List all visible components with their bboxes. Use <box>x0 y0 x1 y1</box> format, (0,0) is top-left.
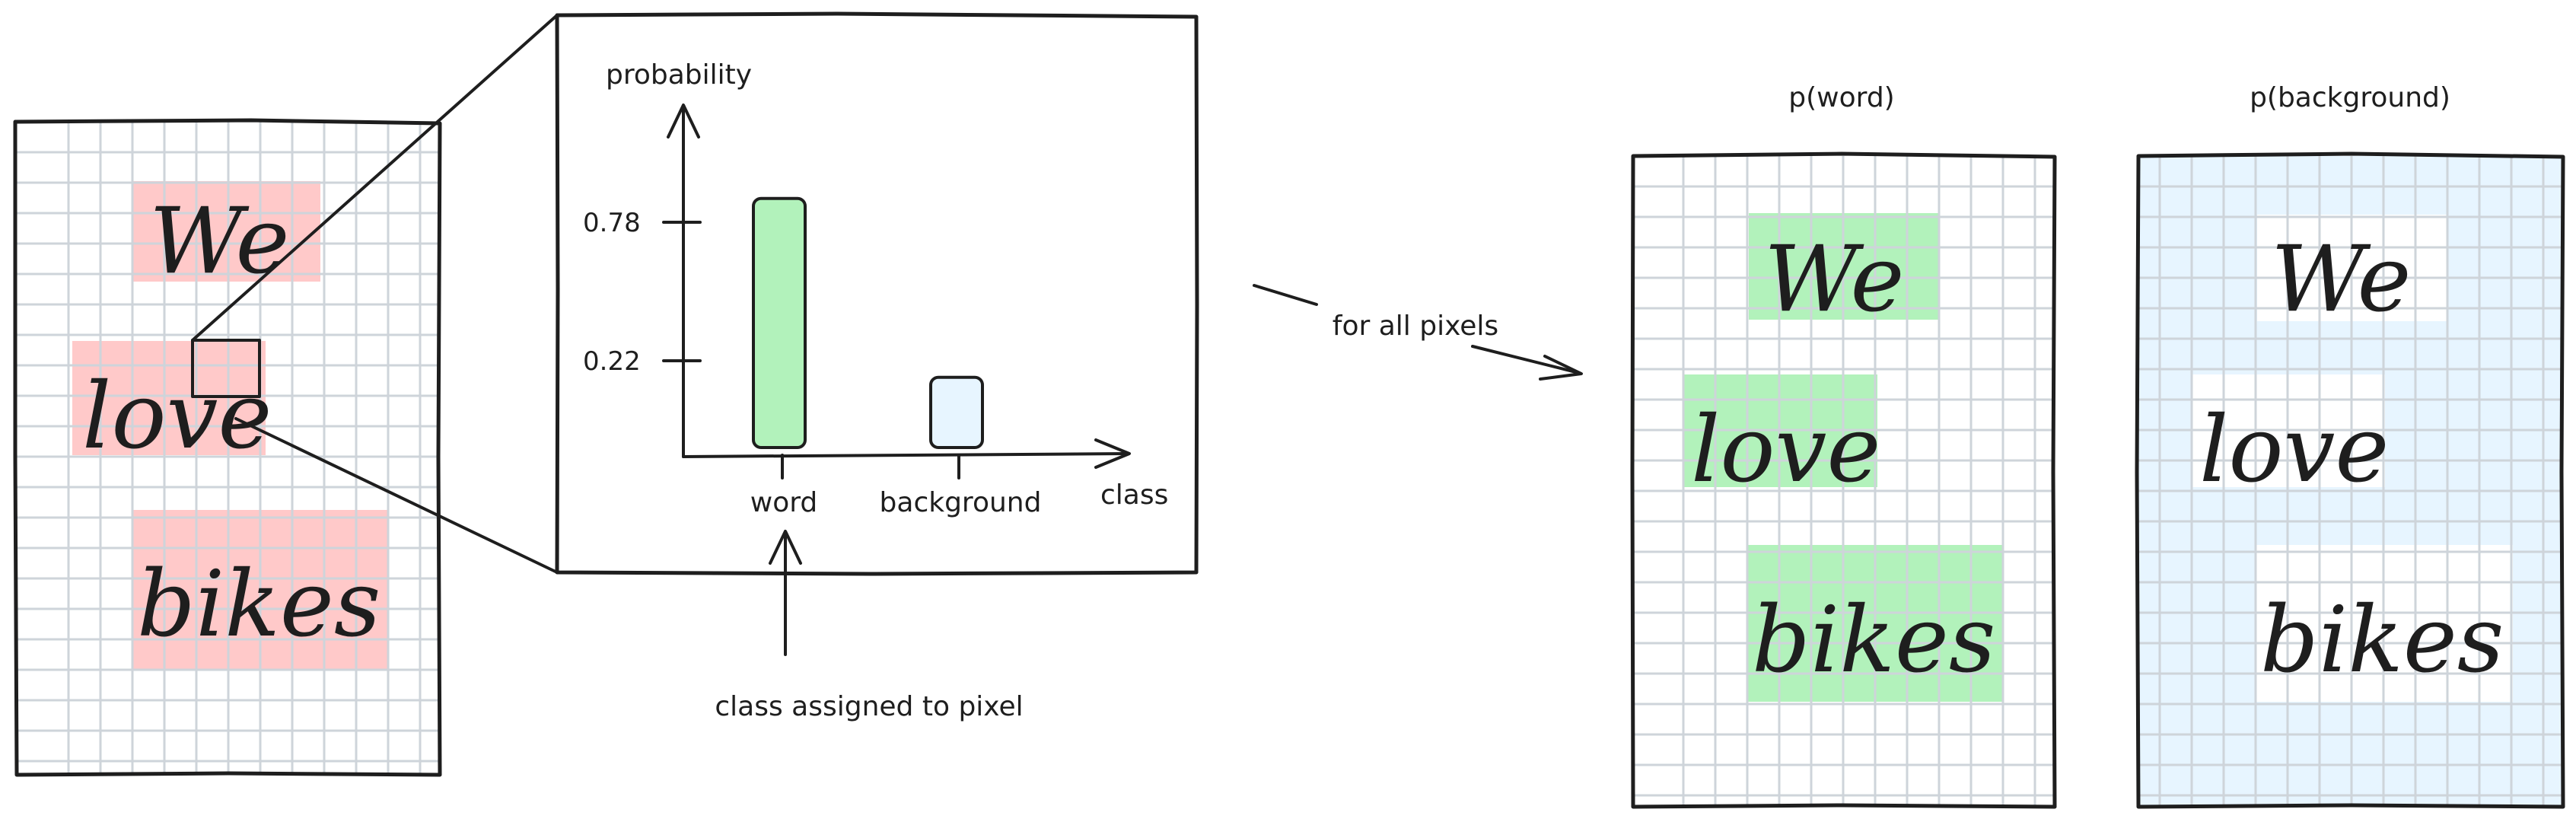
chart-panel: probability class 0.78 0.22 word backgro… <box>555 11 1199 576</box>
word-map-grid <box>1633 156 2055 807</box>
for-all-pixels-label: for all pixels <box>1333 311 1498 342</box>
y-axis-label: probability <box>606 59 752 91</box>
word-map-word-bikes: bikes <box>1752 588 1996 693</box>
background-map-word-bikes: bikes <box>2260 588 2504 693</box>
for-all-pixels-arrow-shaft <box>1471 345 1581 374</box>
x-axis-label: class <box>1100 480 1168 511</box>
background-map-title: p(background) <box>2250 82 2450 113</box>
class-assigned-label: class assigned to pixel <box>715 691 1023 722</box>
y-tick-label-0.22: 0.22 <box>583 346 641 377</box>
input-word-bikes: bikes <box>137 552 381 658</box>
word-probability-map: p(word) We love bikes <box>1630 82 2057 809</box>
word-map-frame <box>1630 151 2057 809</box>
input-word-we: We <box>149 189 290 295</box>
x-axis <box>682 452 1129 458</box>
word-map-word-love: love <box>1691 397 1880 503</box>
chart-panel-frame <box>555 11 1199 576</box>
y-axis-arrowhead <box>667 104 700 139</box>
for-all-pixels-arrowhead <box>1539 355 1583 381</box>
background-probability-map: p(background) We love bikes <box>2135 82 2565 809</box>
assigned-class-arrowhead <box>769 530 802 565</box>
word-map-word-we: We <box>1764 227 1905 333</box>
bar-word <box>752 196 807 449</box>
bar-background <box>929 375 984 450</box>
input-image-frame <box>13 118 442 777</box>
background-map-word-we: We <box>2271 227 2412 333</box>
selected-pixel <box>191 339 261 398</box>
zoom-line-top <box>191 14 559 342</box>
background-map-grid <box>2138 156 2563 807</box>
category-label-background: background <box>880 487 1042 518</box>
y-tick-label-0.78: 0.78 <box>583 208 641 238</box>
background-map-word-love: love <box>2199 397 2389 503</box>
word-map-title: p(word) <box>1788 82 1894 113</box>
background-map-frame <box>2135 151 2565 809</box>
input-image-panel: We love bikes <box>13 118 442 777</box>
for-all-pixels-arrow-tail <box>1253 284 1318 306</box>
input-word-love: love <box>82 364 272 470</box>
x-axis-arrowhead <box>1094 438 1131 469</box>
category-label-word: word <box>750 487 818 518</box>
zoom-line-bottom <box>234 417 559 574</box>
